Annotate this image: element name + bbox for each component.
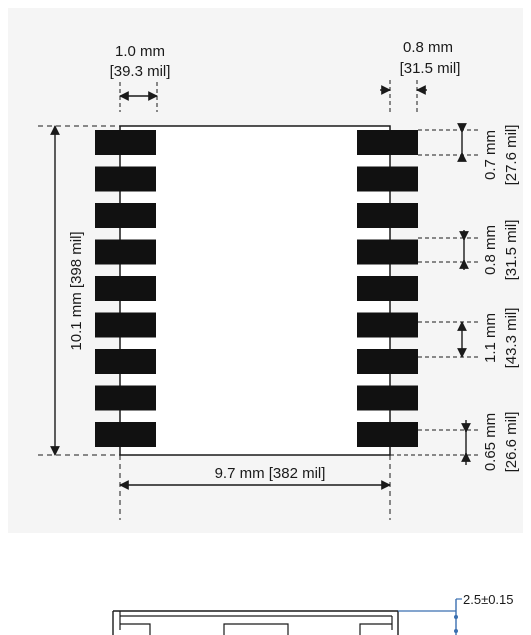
- left-pad: [95, 276, 156, 301]
- pad-pitch-mil: [31.5 mil]: [503, 220, 520, 281]
- pad-gap-mm: 1.1 mm: [482, 313, 499, 363]
- side-view: 2.5±0.15: [112, 592, 514, 635]
- left-pad: [95, 349, 156, 374]
- right-pad: [357, 239, 418, 265]
- left-pad-column: [95, 130, 156, 447]
- overall-width-label: 9.7 mm [382 mil]: [215, 465, 326, 482]
- left-pad: [95, 239, 156, 265]
- left-pad: [95, 166, 156, 192]
- right-pad: [357, 203, 418, 228]
- right-pad: [357, 349, 418, 374]
- package-outline: [119, 125, 391, 456]
- pad-width-dimension: 1.0 mm [39.3 mil]: [110, 43, 171, 112]
- right-pad-column: [357, 130, 418, 447]
- left-pad: [95, 385, 156, 411]
- pitch-mm: 0.8 mm: [403, 39, 453, 56]
- left-pad: [95, 203, 156, 228]
- left-pad: [95, 312, 156, 338]
- pitch-mil: [31.5 mil]: [400, 60, 461, 77]
- pad-height-mm: 0.7 mm: [482, 130, 499, 180]
- pad-pitch-dimension: 0.8 mm [31.5 mil]: [380, 39, 460, 112]
- pad-height-mil: [27.6 mil]: [503, 125, 520, 186]
- pad-width-mil: [39.3 mil]: [110, 63, 171, 80]
- pad-width-mm: 1.0 mm: [115, 43, 165, 60]
- end-margin-mil: [26.6 mil]: [503, 412, 520, 473]
- overall-width-dimension: 9.7 mm [382 mil]: [119, 455, 391, 520]
- right-pad: [357, 166, 418, 192]
- overall-height-dimension: 10.1 mm [398 mil]: [38, 125, 120, 456]
- left-pad: [95, 130, 156, 155]
- right-pad: [357, 422, 418, 447]
- right-pad: [357, 312, 418, 338]
- right-pad: [357, 130, 418, 155]
- pad-pitch-mm: 0.8 mm: [482, 225, 499, 275]
- right-pad: [357, 385, 418, 411]
- overall-height-label: 10.1 mm [398 mil]: [68, 231, 85, 350]
- left-pad: [95, 422, 156, 447]
- right-pad-dimensions: 0.7 mm [27.6 mil] 0.8 mm [31.5 mil] 1.1 …: [390, 123, 520, 473]
- end-margin-mm: 0.65 mm: [482, 413, 499, 471]
- pad-gap-mil: [43.3 mil]: [503, 308, 520, 369]
- right-pad: [357, 276, 418, 301]
- thickness-label: 2.5±0.15: [463, 592, 514, 607]
